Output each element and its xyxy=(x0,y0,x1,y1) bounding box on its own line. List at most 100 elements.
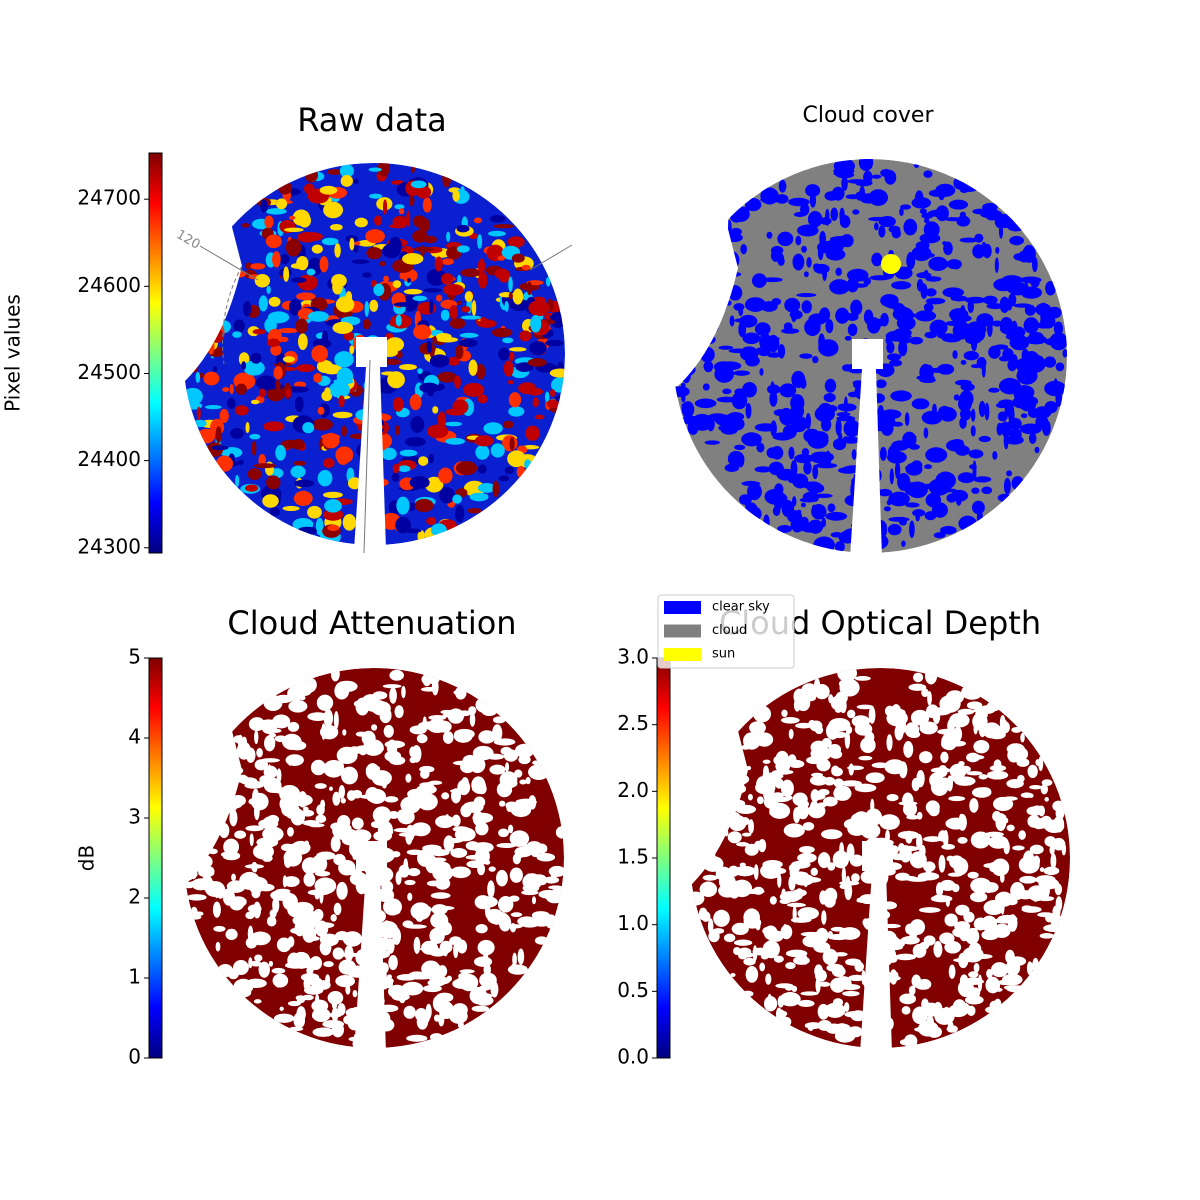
sky-blob xyxy=(422,782,435,795)
sky-blob xyxy=(811,772,824,778)
sky-blob xyxy=(1021,354,1029,365)
sky-blob xyxy=(886,734,893,752)
sky-blob xyxy=(417,368,423,374)
panel-title: Raw data xyxy=(297,101,447,139)
sky-blob xyxy=(475,444,490,460)
sky-blob xyxy=(550,868,557,880)
sky-blob xyxy=(916,811,923,820)
sky-blob xyxy=(445,814,450,824)
sky-blob xyxy=(1016,758,1030,767)
sky-blob xyxy=(971,953,993,960)
sky-blob xyxy=(961,182,979,193)
sky-blob xyxy=(1020,732,1025,743)
sky-blob xyxy=(954,776,976,786)
sky-blob xyxy=(195,911,204,917)
sky-blob xyxy=(316,804,325,816)
sky-blob xyxy=(394,425,400,436)
sky-blob xyxy=(925,276,942,282)
sky-blob xyxy=(519,330,532,342)
sky-blob xyxy=(394,705,404,719)
sky-blob xyxy=(528,764,550,780)
sky-blob xyxy=(477,783,487,795)
sky-blob xyxy=(981,929,1000,941)
sky-blob xyxy=(281,802,300,818)
sky-blob xyxy=(718,345,734,350)
sky-blob xyxy=(426,424,449,439)
sky-blob xyxy=(381,880,394,894)
sky-blob xyxy=(442,731,454,744)
sky-blob xyxy=(287,733,297,750)
sky-blob xyxy=(538,889,559,899)
sky-blob xyxy=(993,987,1003,992)
sky-blob xyxy=(323,201,344,219)
sky-blob xyxy=(844,1010,867,1018)
sky-blob xyxy=(492,724,503,742)
sky-blob xyxy=(331,1007,339,1022)
sky-blob xyxy=(373,283,385,297)
sky-blob xyxy=(825,208,830,226)
sky-blob xyxy=(899,204,912,210)
sky-blob xyxy=(366,246,383,260)
sky-blob xyxy=(887,451,907,464)
colorbar-tick-label: 2.5 xyxy=(617,711,649,735)
sky-blob xyxy=(317,470,333,487)
sky-blob xyxy=(314,870,331,877)
sky-blob xyxy=(912,1006,928,1025)
sky-blob xyxy=(904,412,910,426)
sky-blob xyxy=(818,333,826,351)
sky-blob xyxy=(351,817,364,830)
sky-blob xyxy=(858,755,873,761)
sky-blob xyxy=(886,794,899,802)
sky-blob xyxy=(807,210,823,228)
sky-blob xyxy=(816,758,831,772)
sky-blob xyxy=(277,330,282,341)
sky-blob xyxy=(272,714,291,729)
sky-blob xyxy=(971,487,980,494)
sky-blob xyxy=(507,380,514,385)
sky-blob xyxy=(441,792,450,800)
sky-blob xyxy=(879,814,900,830)
sky-blob xyxy=(972,244,986,259)
sky-blob xyxy=(788,446,795,460)
sky-blob xyxy=(998,224,1004,239)
sky-blob xyxy=(1001,973,1023,986)
occluder xyxy=(860,841,893,1053)
sky-blob xyxy=(201,875,213,888)
sky-blob xyxy=(999,296,1010,314)
sky-blob xyxy=(341,425,347,437)
sky-blob xyxy=(959,974,969,988)
sky-blob xyxy=(804,1022,823,1030)
sky-blob xyxy=(994,257,999,273)
sky-blob xyxy=(251,861,258,873)
sky-blob xyxy=(939,694,961,713)
sky-blob xyxy=(899,993,917,1005)
sky-blob xyxy=(763,514,770,531)
sky-blob xyxy=(768,1004,777,1009)
sky-blob xyxy=(353,178,359,185)
sky-blob xyxy=(976,509,983,527)
sky-blob xyxy=(509,351,515,362)
sky-blob xyxy=(411,822,431,837)
sky-blob xyxy=(733,939,753,946)
sky-blob xyxy=(841,866,847,884)
sky-blob xyxy=(803,481,822,490)
sky-blob xyxy=(933,894,945,900)
sky-blob xyxy=(262,816,277,829)
sky-blob xyxy=(690,891,705,906)
sky-blob xyxy=(460,315,482,320)
sky-blob xyxy=(970,425,976,437)
sky-blob xyxy=(333,711,339,729)
sky-blob xyxy=(310,759,326,776)
sky-blob xyxy=(783,823,805,838)
sky-blob xyxy=(973,476,992,483)
sky-blob xyxy=(223,838,240,856)
sky-blob xyxy=(1025,335,1047,345)
sky-blob xyxy=(894,765,900,774)
sky-blob xyxy=(790,459,798,478)
sky-blob xyxy=(747,793,753,801)
sky-blob xyxy=(909,336,924,345)
sky-blob xyxy=(741,432,762,447)
sky-blob xyxy=(426,517,437,526)
colorbar-tick-label: 0.0 xyxy=(617,1045,649,1069)
sky-blob xyxy=(346,790,357,801)
